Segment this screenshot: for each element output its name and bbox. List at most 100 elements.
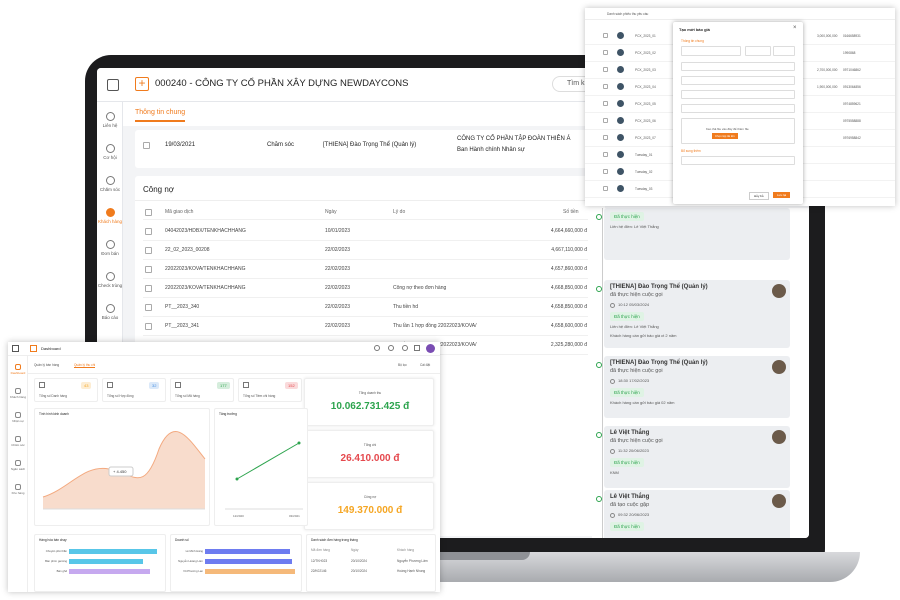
- activity-card[interactable]: [THIENA] Đào Trọng Thể (Quản lý) đã thực …: [596, 356, 790, 418]
- notification-icon[interactable]: [402, 345, 408, 351]
- row-checkbox[interactable]: [145, 228, 152, 235]
- field[interactable]: [681, 104, 795, 113]
- cancel-button[interactable]: Hủy bỏ: [749, 192, 769, 200]
- sidebar-item[interactable]: Khách hàng: [97, 208, 123, 224]
- sidebar-item[interactable]: Báo cáo: [97, 304, 123, 320]
- stat-label: Tổng doanh thu: [358, 391, 382, 395]
- avatar[interactable]: [426, 344, 435, 353]
- row-checkbox[interactable]: [603, 84, 608, 89]
- activity-card[interactable]: Đã thực hiện Liên hệ điền: Lê Việt Thắng: [596, 208, 790, 260]
- row-checkbox[interactable]: [603, 186, 608, 191]
- dash-sidebar-item[interactable]: Nhận sự: [8, 412, 28, 423]
- row-checkbox[interactable]: [603, 135, 608, 140]
- save-button[interactable]: Lưu lại: [773, 192, 791, 198]
- sidebar-icon: [15, 436, 21, 442]
- activity-card[interactable]: [THIENA] Đào Trọng Thể (Quản lý) đã thực …: [596, 280, 790, 348]
- row-checkbox[interactable]: [603, 33, 608, 38]
- row-checkbox[interactable]: [145, 266, 152, 273]
- filter-button[interactable]: Bộ lọc: [398, 363, 407, 367]
- field[interactable]: [745, 46, 771, 56]
- row-checkbox[interactable]: [145, 323, 152, 330]
- sidebar-label: Kho hàng: [11, 491, 25, 495]
- status-badge: Đã thực hiện: [610, 458, 644, 467]
- dash-sidebar-item[interactable]: Chăm sóc: [8, 436, 28, 447]
- list-code: PCX_2023_07: [635, 136, 656, 140]
- dash-sidebar-item[interactable]: Ngân sách: [8, 460, 28, 471]
- row-checkbox[interactable]: [603, 169, 608, 174]
- table-row[interactable]: 04042023/HDBX/TENKHACHHANG 10/01/2023 4,66…: [143, 222, 588, 241]
- bar: [205, 549, 290, 554]
- row-checkbox[interactable]: [145, 285, 152, 292]
- row-checkbox[interactable]: [603, 50, 608, 55]
- sidebar-label: Cơ hội: [103, 155, 117, 160]
- care-company: CÔNG TY CỔ PHẦN TẬP ĐOÀN THIÊN Á: [457, 136, 571, 142]
- bell-icon[interactable]: [374, 345, 380, 351]
- close-icon[interactable]: ×: [793, 25, 797, 31]
- row-checkbox[interactable]: [145, 304, 152, 311]
- field[interactable]: [681, 46, 741, 56]
- sidebar-item[interactable]: Đơn bán: [97, 240, 123, 256]
- dash-sidebar-item[interactable]: Kho hàng: [8, 484, 28, 495]
- status-badge: Đã thực hiện: [610, 388, 644, 397]
- transaction-amount: 4,657,860,000 đ: [550, 266, 587, 272]
- field[interactable]: [773, 46, 795, 56]
- table-row[interactable]: PT__2023_341 22/02/2023 Thu lần 1 hợp đồng…: [143, 317, 588, 336]
- transaction-date: 22/02/2023: [325, 304, 351, 310]
- sidebar-label: Dashboard: [10, 371, 26, 375]
- table-row[interactable]: PT__2023_340 22/02/2023 Thu tiền hd 4,658,8…: [143, 298, 588, 317]
- bar-label: Vũ Phương Lan: [183, 569, 203, 573]
- app-grid-icon[interactable]: [12, 345, 19, 352]
- laptop-notch: [400, 552, 530, 560]
- activity-author: [THIENA] Đào Trọng Thể (Quản lý): [610, 360, 708, 366]
- tab-finance[interactable]: Quản lý thu chi: [74, 363, 96, 368]
- sidebar-item[interactable]: Check trùng: [97, 272, 123, 288]
- kpi-label: Tổng số Danh hàng: [39, 394, 67, 398]
- sidebar-item[interactable]: Cơ hội: [97, 144, 123, 160]
- care-date: 19/03/2021: [165, 142, 196, 148]
- home-icon[interactable]: [414, 345, 420, 351]
- sidebar-label: Chăm sóc: [99, 187, 121, 192]
- activity-card[interactable]: Lê Việt Thắng đã thực hiện cuộc gọi 11:32 …: [596, 426, 790, 488]
- add-icon[interactable]: +: [135, 77, 149, 91]
- sidebar-item[interactable]: Liên hệ: [97, 112, 123, 128]
- upload-button[interactable]: Chọn tệp tải lên: [712, 133, 738, 139]
- stat-card: Tổng doanh thu 10.062.731.425 đ: [304, 378, 434, 426]
- field[interactable]: [681, 90, 795, 99]
- field[interactable]: [681, 76, 795, 85]
- table-cell: Hoàng Hạnh Nhung: [397, 569, 426, 573]
- phone-icon: [596, 496, 602, 502]
- dash-sidebar-item[interactable]: Khách hàng: [8, 388, 28, 399]
- table-row[interactable]: 22022023/KOVA/TENKHACHHANG 22/02/2023 Công…: [143, 279, 588, 298]
- row-checkbox[interactable]: [603, 101, 608, 106]
- sidebar-label: Ngân sách: [10, 467, 26, 471]
- row-checkbox[interactable]: [603, 152, 608, 157]
- table-row[interactable]: 22_02_2023_00208 22/02/2023 4,667,110,000 …: [143, 241, 588, 260]
- activity-card[interactable]: Lê Việt Thắng đã tạo cuộc gặp 09:32 20/06/…: [596, 490, 790, 538]
- row-checkbox[interactable]: [603, 118, 608, 123]
- list-code: PCX_2023_01: [635, 34, 656, 38]
- settings-button[interactable]: Cài đặt: [420, 363, 431, 367]
- table-row[interactable]: 22022023/KOVA/TENKHACHHANG 22/02/2023 4,65…: [143, 260, 588, 279]
- add-icon[interactable]: [30, 345, 37, 352]
- row-checkbox[interactable]: [603, 67, 608, 72]
- stat-card: Công nợ 149.370.000 đ: [304, 482, 434, 530]
- table-cell: Nguyễn Phương Lâm: [397, 559, 428, 563]
- activity-action: đã thực hiện cuộc gọi: [610, 292, 663, 298]
- sidebar-item[interactable]: Chăm sóc: [97, 176, 123, 192]
- field[interactable]: [681, 156, 795, 165]
- row-checkbox[interactable]: [143, 142, 150, 149]
- row-checkbox[interactable]: [145, 247, 152, 254]
- dash-sidebar-item[interactable]: Dashboard: [8, 364, 28, 375]
- field[interactable]: [681, 62, 795, 71]
- list-topbar: Danh sách phiếu thu yêu cầu: [585, 8, 895, 20]
- section-extra: Bổ sung thêm: [681, 149, 701, 153]
- header-checkbox[interactable]: [145, 209, 152, 216]
- tab-sales[interactable]: Quản lý bán hàng: [34, 363, 60, 367]
- app-grid-icon[interactable]: [107, 79, 119, 91]
- bar-label: Lê Minh Hàng: [185, 549, 203, 553]
- kpi-label: Tổng số Mã hàng: [175, 394, 200, 398]
- upload-zone[interactable]: Kéo thả file vào đây để thêm file Chọn t…: [681, 118, 795, 144]
- list-phone: 1990868: [843, 51, 856, 55]
- message-icon[interactable]: [388, 345, 394, 351]
- tab-general[interactable]: Thông tin chung: [135, 109, 186, 122]
